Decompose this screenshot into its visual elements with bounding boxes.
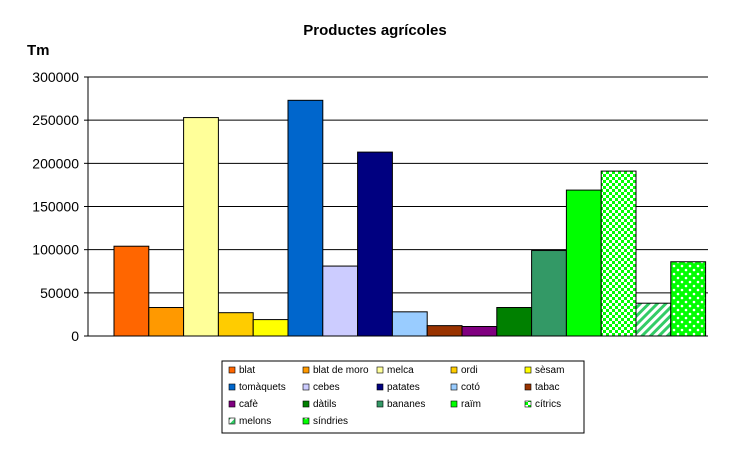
bar-7 [322, 265, 359, 337]
y-tick-label: 250000 [32, 112, 79, 128]
bar-15 [600, 170, 637, 337]
legend-swatch [302, 417, 310, 425]
chart-title: Productes agrícoles [303, 22, 446, 39]
legend-swatch [228, 417, 236, 425]
legend-swatch [376, 366, 384, 374]
legend-swatch [450, 383, 458, 391]
bar-10 [426, 325, 463, 337]
bar-13 [531, 250, 567, 337]
legend-label: cebes [313, 382, 340, 393]
bar-9 [391, 311, 428, 337]
legend-label: bananes [387, 399, 425, 410]
bar-4 [217, 312, 254, 337]
y-tick-label: 50000 [40, 285, 79, 301]
legend-label: blat de moro [313, 365, 369, 376]
legend-swatch [450, 366, 458, 374]
legend-label: blat [239, 365, 255, 376]
legend-label: ordi [461, 365, 478, 376]
legend-label: síndries [313, 416, 348, 427]
bar-2 [148, 307, 185, 337]
legend-swatch [302, 383, 310, 391]
y-tick-label: 0 [71, 328, 79, 344]
bars [113, 99, 707, 337]
bar-1 [113, 245, 150, 337]
legend-label: cítrics [535, 399, 561, 410]
legend-label: tabac [535, 382, 559, 393]
bar-14 [565, 189, 602, 337]
legend-label: sèsam [535, 365, 564, 376]
legend-swatch [376, 383, 384, 391]
y-tick-label: 150000 [32, 199, 79, 215]
y-tick-label: 200000 [32, 155, 79, 171]
legend-label: cotó [461, 382, 480, 393]
legend-label: cafè [239, 399, 258, 410]
bar-17 [670, 261, 707, 337]
y-axis-unit-label: Tm [27, 42, 50, 59]
legend-label: patates [387, 382, 420, 393]
bar-3 [183, 117, 219, 337]
bar-5 [252, 319, 289, 337]
legend-swatch [228, 400, 236, 408]
legend-swatch [302, 366, 310, 374]
legend-swatch [450, 400, 458, 408]
y-axis-ticks: 0 50000 100000 150000 200000 250000 300000 [32, 69, 88, 344]
legend-label: melca [387, 365, 414, 376]
legend-swatch [228, 383, 236, 391]
y-tick-label: 300000 [32, 69, 79, 85]
legend-swatch [376, 400, 384, 408]
legend-swatch [228, 366, 236, 374]
legend-swatch [302, 400, 310, 408]
bar-6 [287, 99, 324, 337]
legend-label: raïm [461, 399, 481, 410]
legend-label: melons [239, 416, 271, 427]
legend-label: dàtils [313, 399, 336, 410]
bar-11 [461, 326, 498, 337]
legend-swatch [524, 366, 532, 374]
y-tick-label: 100000 [32, 242, 79, 258]
legend-label: tomàquets [239, 382, 286, 393]
bar-12 [496, 307, 533, 337]
legend-swatch [524, 400, 532, 408]
bar-16 [635, 302, 672, 337]
legend: blat blat de moro melca ordi sèsam tomàquets c… [221, 360, 585, 434]
legend-frame [221, 360, 585, 434]
bar-8 [357, 151, 393, 337]
legend-swatch [524, 383, 532, 391]
